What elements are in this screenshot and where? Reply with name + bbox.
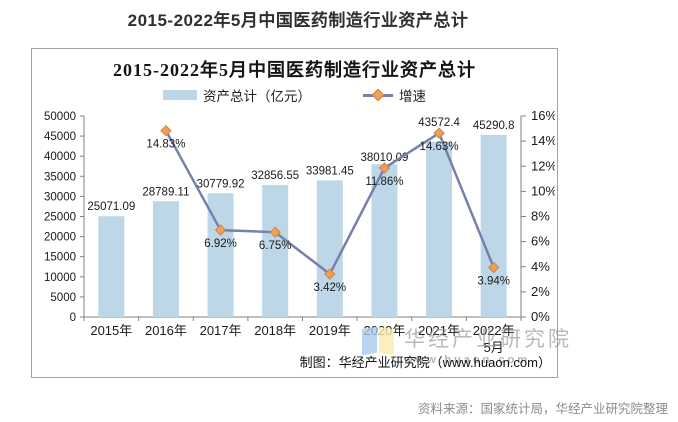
growth-marker [160,124,172,137]
y-axis-label-left: 15000 [44,252,76,264]
growth-marker [487,261,500,274]
bar [426,141,453,317]
page-title: 2015-2022年5月中国医药制造行业资产总计 [127,11,469,30]
bar-value-label: 30779.92 [197,178,245,190]
y-axis-label-right: 0% [531,309,550,324]
growth-value-label: 6.92% [204,238,237,250]
growth-value-label: 11.86% [365,176,403,188]
y-axis-label-left: 20000 [44,232,76,244]
growth-marker [214,224,227,236]
bar-value-label: 33981.45 [306,165,354,177]
chart-panel: 2015-2022年5月中国医药制造行业资产总计 资产总计（亿元） 增速 0 50… [31,48,569,378]
source-note: 资料来源：国家统计局，华经产业研究院整理 [417,402,668,416]
bar-value-label: 28789.11 [142,186,189,198]
y-axis-label-right: 6% [531,234,550,249]
bar [371,164,398,317]
growth-value-label: 14.83% [146,139,185,151]
y-axis-label-right: 14% [531,133,555,148]
y-axis-label-left: 5000 [50,292,76,304]
x-axis-label: 2020年 [363,323,405,338]
x-axis-label: 2021年 [418,323,460,338]
y-axis-label-right: 2% [531,284,550,299]
bar-value-label: 32856.55 [251,170,299,182]
y-axis-label-left: 45000 [44,131,76,143]
bar [316,180,343,317]
chart-credit: 制图：华经产业研究院（www.huaon.com） [299,355,551,370]
plot-area: 0 5000 10000 15000 20000 25000 30000 35000 40000… [44,108,555,355]
bar [262,184,289,317]
growth-marker [269,226,281,238]
bar [152,201,179,317]
growth-value-label: 14.63% [420,141,459,153]
y-axis-label-right: 4% [531,259,550,274]
line-series-swatch-icon [363,88,393,102]
growth-marker [324,268,336,280]
legend-label-assets: 资产总计（亿元） [203,89,311,104]
y-axis-label-left: 0 [70,312,76,324]
chart-title: 2015-2022年5月中国医药制造行业资产总计 [113,60,476,80]
growth-marker [433,127,445,139]
x-axis-label: 2016年 [145,323,187,338]
x-axis-label: 2017年 [200,323,242,338]
growth-value-label: 3.42% [314,282,347,294]
y-axis-label-left: 10000 [44,272,76,284]
legend-label-growth: 增速 [399,89,426,104]
bar-series-swatch-icon [163,90,197,100]
y-axis-label-right: 16% [531,108,555,123]
legend-item-assets[interactable]: 资产总计（亿元） [163,85,311,105]
y-axis-label-right: 12% [531,158,555,173]
bar-value-label: 43572.4 [418,117,460,129]
chart-legend: 资产总计（亿元） 增速 [32,85,557,105]
growth-value-label: 6.75% [259,240,292,252]
x-axis-label: 2018年 [254,323,296,338]
y-axis-label-left: 35000 [44,171,76,183]
y-axis-label-left: 40000 [44,151,76,163]
growth-value-label: 3.94% [477,276,510,288]
bar [480,134,507,317]
x-axis-label: 2019年 [309,323,351,338]
y-axis-label-left: 25000 [44,212,76,224]
bar [98,216,125,317]
y-axis-label-left: 30000 [44,191,76,203]
bar-value-label: 45290.8 [473,120,515,132]
growth-marker [378,162,391,174]
legend-item-growth[interactable]: 增速 [363,85,426,105]
x-axis-label: 2022年 5月 [473,323,515,355]
x-axis-label: 2015年 [90,323,132,338]
y-axis-label-left: 50000 [44,111,76,123]
y-axis-label-right: 10% [531,183,555,198]
bar-value-label: 25071.09 [87,201,135,213]
y-axis-label-right: 8% [531,209,550,224]
